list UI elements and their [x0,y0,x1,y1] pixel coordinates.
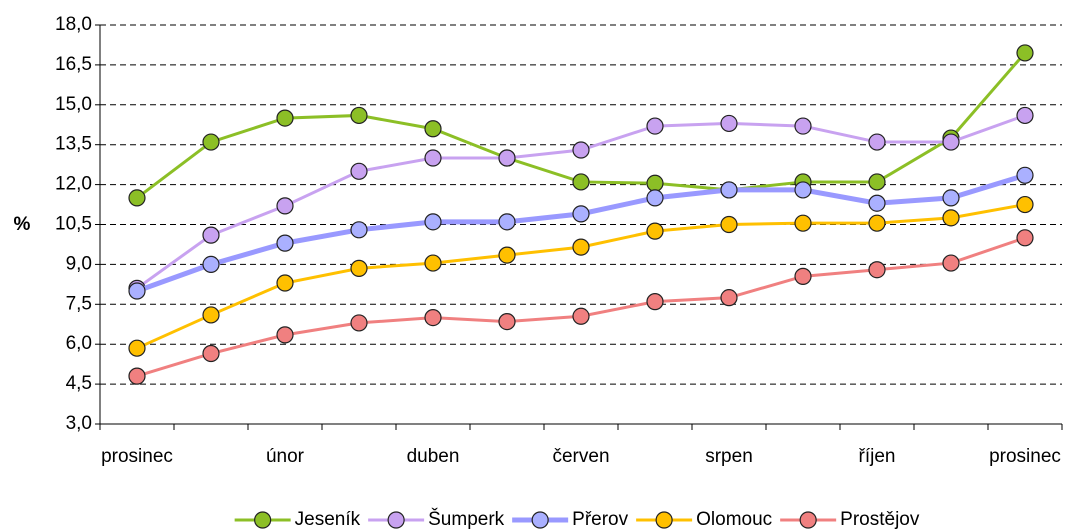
data-point [276,326,294,344]
data-point [868,194,886,212]
data-point [572,173,590,191]
data-point [424,149,442,167]
data-point [942,133,960,151]
data-point [646,189,664,207]
data-point [276,197,294,215]
y-axis-label: % [14,214,31,235]
y-tick-label: 13,5 [55,134,92,155]
data-point [350,162,368,180]
data-point [720,181,738,199]
data-point [794,267,812,285]
data-point [720,114,738,133]
x-tick-label: prosinec [101,446,173,467]
y-tick-label: 7,5 [66,293,92,314]
data-point [794,117,812,135]
data-point [572,205,590,223]
data-point [202,226,220,244]
data-point [350,221,368,239]
data-point [868,261,886,279]
x-tick-label: srpen [705,446,753,467]
x-tick-label: říjen [859,446,896,467]
y-tick-label: 15,0 [55,94,92,115]
data-point [646,174,664,192]
data-point [646,222,664,240]
series-line [136,236,1026,378]
data-point [202,133,220,151]
series-line [136,203,1026,350]
legend-label: Olomouc [696,509,772,530]
legend-label: Přerov [572,509,628,530]
data-point [572,307,590,325]
data-point [720,289,738,307]
data-point [942,254,960,272]
data-point [424,120,442,138]
x-tick-label: prosinec [989,446,1061,467]
data-point [202,344,220,363]
data-point [942,189,960,207]
data-point [276,109,294,127]
data-point [794,181,812,199]
data-point [1016,195,1034,214]
data-point [572,238,590,256]
data-point [498,246,516,264]
data-point [646,293,664,311]
legend-label: Jeseník [295,509,361,530]
data-point [350,259,368,277]
data-point [128,367,146,385]
data-point [202,306,220,324]
y-tick-label: 3,0 [66,413,92,434]
data-point [498,149,516,167]
data-point [572,141,590,159]
data-point [1016,44,1034,62]
data-point [868,133,886,151]
data-point [868,214,886,232]
y-tick-label: 18,0 [55,14,92,35]
legend: Jeseník Šumperk Přerov Olomouc Prostějov [234,508,920,530]
legend-label: Šumperk [428,508,505,530]
data-point [498,213,516,231]
y-tick-label: 10,5 [55,214,92,235]
legend-marker [254,511,272,529]
data-point [424,309,442,327]
data-point [720,215,738,234]
data-point [128,189,146,207]
data-point [1016,166,1034,184]
y-tick-label: 9,0 [66,253,92,274]
data-point [424,254,442,272]
data-point [794,214,812,232]
x-tick-label: červen [552,446,609,467]
data-point [646,117,664,135]
legend-marker [531,511,549,529]
data-point [1016,229,1034,247]
data-point [350,314,368,332]
data-point [350,106,368,125]
data-point [942,209,960,227]
y-tick-label: 4,5 [66,373,92,394]
data-point [424,213,442,231]
series-line [136,172,1026,294]
y-tick-label: 12,0 [55,174,92,195]
x-tick-label: duben [407,446,460,467]
y-tick-label: 16,5 [55,54,92,75]
legend-marker [655,511,673,529]
legend-marker [387,511,405,529]
data-point [128,339,146,357]
data-point [276,274,294,292]
legend-label: Prostějov [840,509,920,530]
data-point [498,312,516,331]
data-point [1016,106,1034,125]
x-tick-label: únor [266,446,305,467]
data-point [868,173,886,191]
data-point [276,234,294,252]
data-point [202,255,220,273]
data-point [128,282,146,300]
y-tick-label: 6,0 [66,333,92,354]
legend-marker [799,511,817,529]
